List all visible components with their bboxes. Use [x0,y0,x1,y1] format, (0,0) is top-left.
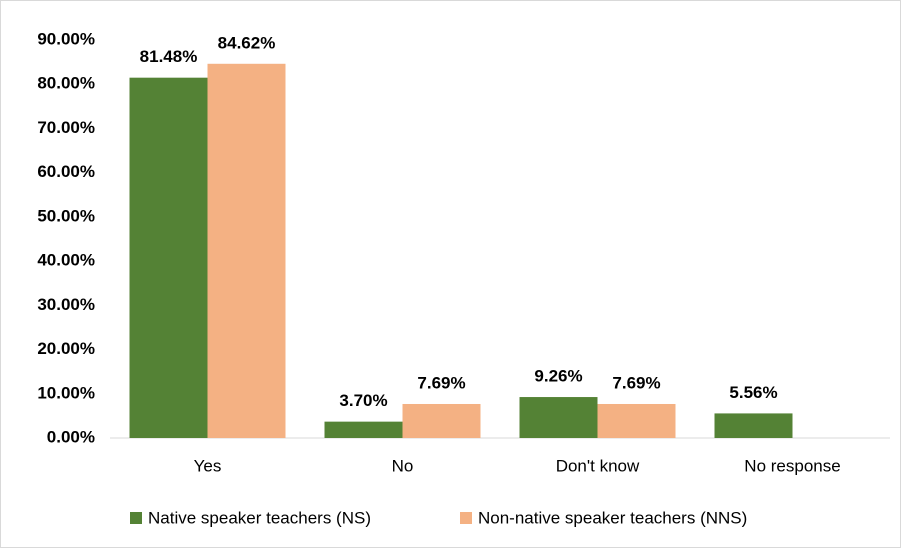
bar [714,413,793,438]
y-tick-label: 90.00% [37,29,95,48]
x-tick-label: Yes [194,456,222,475]
legend-label: Native speaker teachers (NS) [148,508,371,527]
x-tick-label: No [392,456,414,475]
bar [129,77,208,438]
y-tick-label: 50.00% [37,206,95,225]
data-label: 3.70% [339,391,387,410]
y-tick-label: 60.00% [37,162,95,181]
data-label: 5.56% [729,383,777,402]
legend-swatch [130,512,142,524]
data-label: 7.69% [612,373,660,392]
y-tick-label: 20.00% [37,339,95,358]
y-tick-label: 0.00% [47,427,95,446]
x-tick-label: No response [744,456,840,475]
y-tick-label: 40.00% [37,251,95,270]
data-label: 84.62% [218,33,276,52]
y-tick-label: 10.00% [37,383,95,402]
data-label: 81.48% [140,47,198,66]
legend-label: Non-native speaker teachers (NNS) [478,508,747,527]
x-tick-label: Don't know [556,456,640,475]
bar [207,63,286,438]
legend-swatch [460,512,472,524]
bar [597,403,676,438]
y-tick-label: 80.00% [37,74,95,93]
data-label: 9.26% [534,367,582,386]
bar [402,403,481,438]
data-label: 7.69% [417,373,465,392]
y-tick-label: 70.00% [37,118,95,137]
y-tick-label: 30.00% [37,295,95,314]
bar [324,421,403,438]
bar [519,397,598,438]
